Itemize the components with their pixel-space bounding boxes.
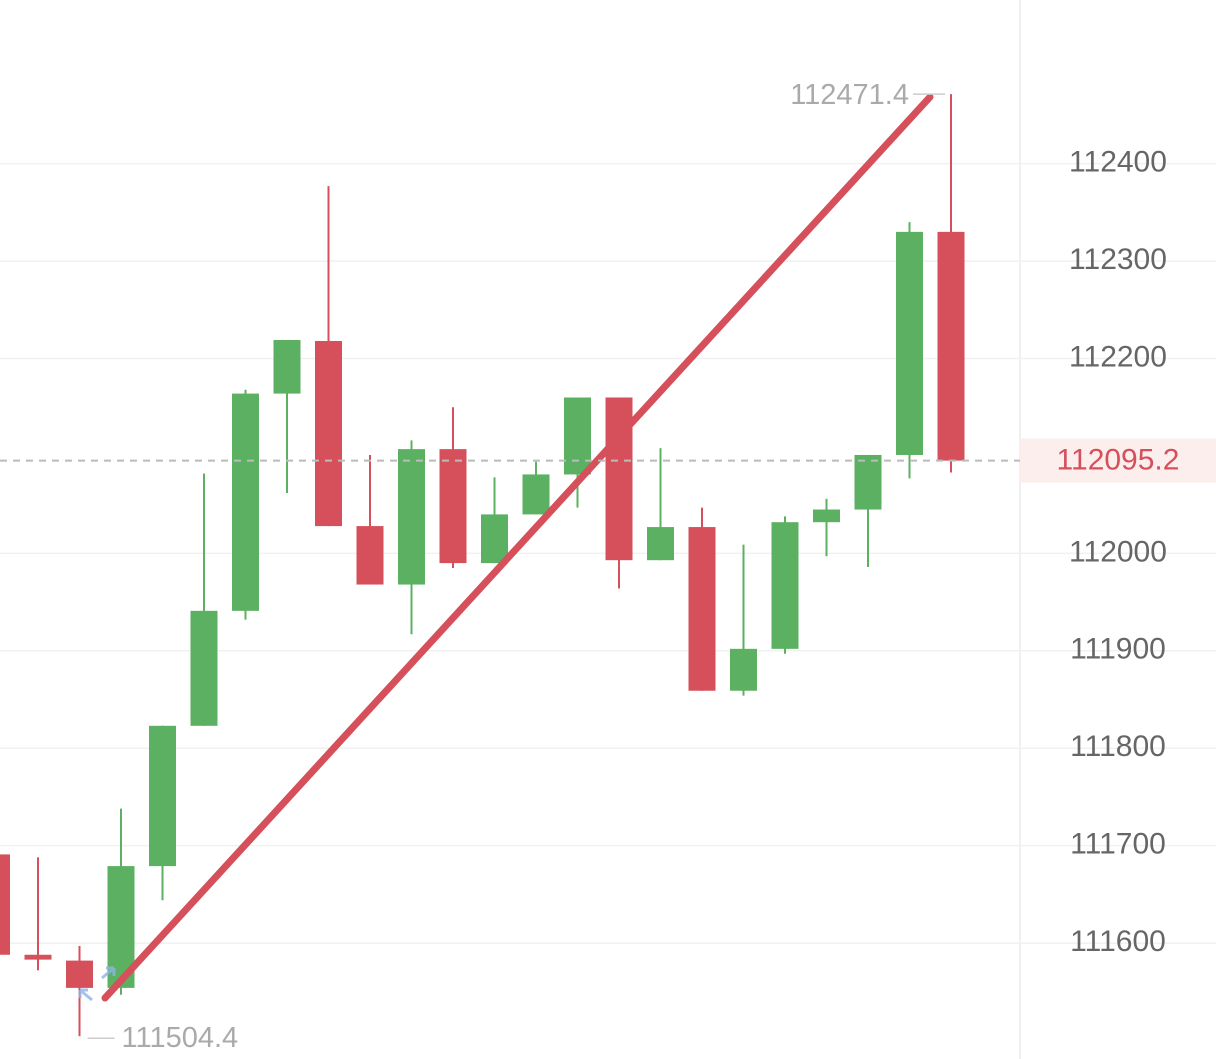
y-tick-label: 111900 [1070,633,1166,666]
candle-body [771,522,799,649]
candle-body [522,474,550,515]
candle-body [564,397,591,475]
candle-body [688,527,716,691]
candle-body [481,514,508,564]
drawing-handle [78,966,116,1002]
last-price-label: 112095.2 [1057,444,1180,477]
candle-body [937,231,965,461]
candles [0,94,965,1037]
candle-body [190,610,218,726]
candle-body [813,509,840,523]
y-tick-label: 112300 [1069,243,1167,276]
high-label: 112471.4 [790,79,909,111]
y-tick-label: 112000 [1069,535,1167,568]
low-label: 111504.4 [122,1022,239,1054]
last-price-box [1020,438,1216,483]
y-tick-label: 112400 [1069,146,1167,179]
labels: 111600 111700 111800 111900 112000 112200 1123… [0,79,1216,1054]
candle-body [232,393,259,611]
trend-line [101,93,934,1002]
y-tick-label: 111600 [1070,925,1166,958]
candle-body [315,340,342,527]
y-tick-label: 112200 [1069,340,1167,373]
handle-arrow [78,988,93,1002]
candle-body [273,340,301,394]
candle-body [854,454,882,510]
handle-arrow [101,966,116,980]
y-tick-label: 111800 [1070,730,1166,763]
candle-body [24,954,52,960]
candle-body [398,449,425,585]
price-axis-panel [1020,0,1216,1059]
candle-body [647,527,674,561]
candle-body [439,449,467,564]
candle-body [0,854,10,955]
candle-body [896,231,923,455]
candle-body [66,960,93,988]
candle-body [356,526,384,585]
candle-body [149,725,176,867]
candle-body [730,648,757,691]
y-tick-label: 111700 [1070,828,1166,861]
